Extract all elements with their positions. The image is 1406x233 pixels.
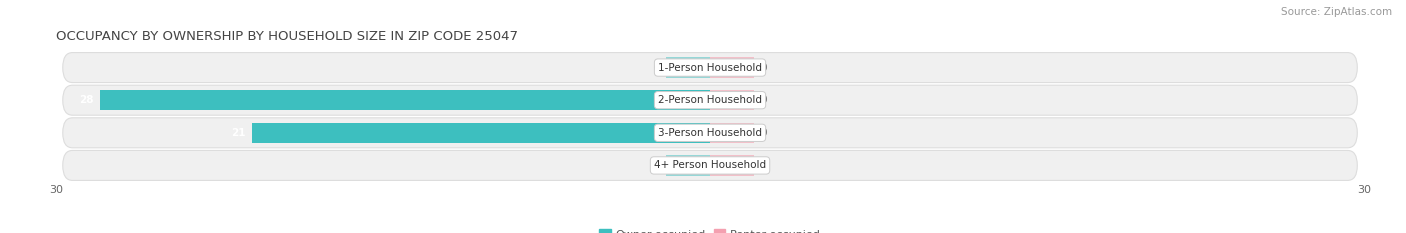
Text: 0: 0 — [761, 95, 766, 105]
Text: 0: 0 — [761, 63, 766, 72]
FancyBboxPatch shape — [63, 85, 1357, 115]
Text: OCCUPANCY BY OWNERSHIP BY HOUSEHOLD SIZE IN ZIP CODE 25047: OCCUPANCY BY OWNERSHIP BY HOUSEHOLD SIZE… — [56, 30, 519, 43]
Text: 2-Person Household: 2-Person Household — [658, 95, 762, 105]
Text: 4+ Person Household: 4+ Person Household — [654, 161, 766, 170]
Bar — [710, 90, 754, 110]
Bar — [710, 58, 754, 78]
FancyBboxPatch shape — [63, 118, 1357, 148]
Legend: Owner-occupied, Renter-occupied: Owner-occupied, Renter-occupied — [595, 225, 825, 233]
Bar — [666, 155, 710, 175]
FancyBboxPatch shape — [63, 151, 1357, 180]
Bar — [100, 90, 710, 110]
Text: 1-Person Household: 1-Person Household — [658, 63, 762, 72]
Bar — [666, 58, 710, 78]
Bar — [710, 123, 754, 143]
Text: 3-Person Household: 3-Person Household — [658, 128, 762, 138]
Text: 0: 0 — [761, 161, 766, 170]
Text: 0: 0 — [654, 161, 659, 170]
FancyBboxPatch shape — [63, 53, 1357, 82]
Text: Source: ZipAtlas.com: Source: ZipAtlas.com — [1281, 7, 1392, 17]
Text: 28: 28 — [79, 95, 93, 105]
Text: 0: 0 — [761, 128, 766, 138]
Text: 0: 0 — [654, 63, 659, 72]
Bar — [710, 155, 754, 175]
Text: 21: 21 — [232, 128, 246, 138]
Bar — [253, 123, 710, 143]
